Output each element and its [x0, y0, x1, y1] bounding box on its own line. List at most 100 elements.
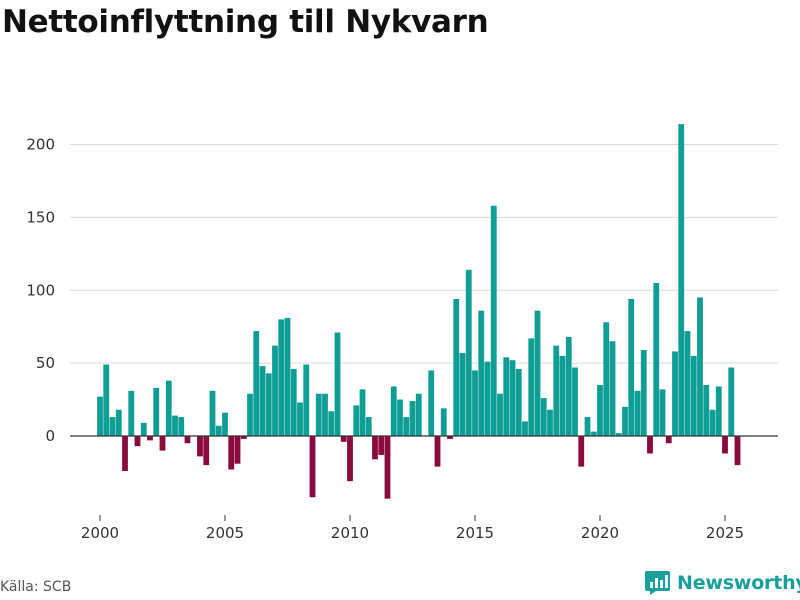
newsworthy-logo-icon: [645, 571, 670, 595]
bar: [284, 317, 291, 436]
bar: [172, 415, 178, 437]
bar: [390, 386, 397, 436]
bar: [147, 436, 153, 441]
bar: [734, 436, 741, 466]
bar: [297, 402, 303, 436]
bar: [472, 370, 478, 436]
bar: [497, 393, 503, 436]
bar: [309, 436, 316, 498]
bar: [122, 436, 128, 471]
bar: [653, 282, 660, 436]
bar: [109, 417, 116, 436]
bar: [165, 380, 172, 436]
bar: [397, 399, 403, 436]
bar: [103, 364, 110, 436]
bar: [465, 269, 472, 437]
bar: [622, 406, 628, 436]
bar: [184, 436, 191, 444]
bar: [222, 412, 228, 436]
bar: [684, 331, 691, 436]
bar: [672, 351, 678, 436]
bar: [353, 405, 360, 436]
bar: [347, 436, 353, 482]
bar: [140, 422, 147, 436]
bar: [440, 408, 447, 436]
bar: [209, 390, 216, 436]
bar: [315, 393, 322, 436]
bar: [584, 417, 591, 436]
bar: [153, 387, 160, 436]
bar: [540, 398, 547, 437]
bar: [678, 124, 685, 436]
bar: [322, 393, 328, 436]
bar: [340, 436, 347, 442]
x-axis-ticks: 2000 2005 2010 2015 2020 2025: [81, 515, 744, 542]
y-axis-ticks: 0 50 100 150 200: [26, 136, 55, 446]
bar: [303, 364, 310, 436]
bar: [253, 331, 260, 436]
bar: [259, 366, 266, 436]
bar: [234, 436, 241, 464]
bar: [290, 368, 297, 436]
bar: [453, 299, 460, 436]
bar: [634, 390, 641, 436]
bar: [528, 338, 535, 436]
bar: [240, 436, 247, 439]
bar: [572, 367, 578, 436]
bar: [197, 436, 203, 457]
bar: [509, 360, 516, 436]
bar: [659, 389, 666, 436]
y-tick-label: 200: [26, 136, 55, 154]
bar: [178, 417, 185, 436]
bars: [97, 124, 741, 499]
bar: [459, 352, 466, 436]
bar: [372, 436, 378, 460]
bar: [647, 436, 653, 454]
bar: [615, 433, 622, 436]
bar: [490, 205, 497, 436]
bar: [603, 322, 610, 436]
newsworthy-logo: Newsworthy: [644, 569, 800, 596]
bar: [484, 361, 491, 436]
bar: [515, 368, 522, 436]
bar: [365, 417, 372, 436]
bar: [403, 417, 410, 436]
bar: [722, 436, 728, 454]
y-tick-label: 50: [36, 354, 55, 372]
bar: [728, 367, 735, 436]
brand-name: Newsworthy: [677, 571, 800, 594]
bar: [709, 409, 716, 436]
bar: [522, 421, 528, 436]
bar: [134, 436, 141, 447]
x-tick-label: 2025: [706, 524, 744, 542]
bar: [609, 341, 616, 436]
bar: [590, 431, 597, 436]
bar: [215, 425, 222, 436]
bar: [415, 393, 422, 436]
bar: [428, 370, 435, 436]
bar: [640, 350, 647, 436]
bar: [128, 390, 135, 436]
y-tick-label: 100: [26, 281, 55, 299]
bar: [328, 411, 335, 436]
bar: [690, 355, 697, 436]
x-tick-label: 2010: [331, 524, 369, 542]
bar: [334, 332, 341, 436]
bar: [503, 357, 510, 436]
bar: [478, 310, 485, 436]
bar: [578, 436, 585, 467]
bar: [97, 396, 103, 436]
bar: [697, 297, 703, 436]
bar: [378, 436, 385, 455]
bar: [665, 436, 672, 444]
x-tick-label: 2015: [456, 524, 494, 542]
bar: [434, 436, 441, 467]
y-tick-label: 0: [45, 427, 55, 445]
source-note: Källa: SCB: [0, 579, 72, 595]
bar: [247, 393, 253, 436]
bar: [159, 436, 166, 451]
bar: [115, 409, 122, 436]
bar: [278, 319, 285, 436]
x-tick-label: 2020: [581, 524, 619, 542]
x-tick-label: 2000: [81, 524, 119, 542]
